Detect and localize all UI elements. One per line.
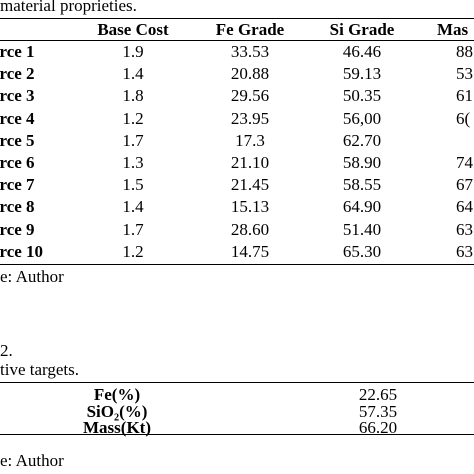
rule xyxy=(0,18,474,19)
cell: 88 xyxy=(456,42,473,61)
cell: 46.46 xyxy=(342,42,382,61)
column-header: Base Cost xyxy=(97,20,169,39)
source-note: e: Author xyxy=(0,451,64,470)
cell: 57.35 xyxy=(358,401,398,421)
cell: 29.56 xyxy=(230,86,270,106)
cell: 58.90 xyxy=(342,153,382,172)
cell: 1.2 xyxy=(122,241,144,261)
caption-number: 2. xyxy=(0,341,13,360)
source-note: e: Author xyxy=(0,267,64,286)
rule xyxy=(0,382,474,383)
cell: 1.4 xyxy=(122,197,144,217)
cell: 21.10 xyxy=(230,153,270,172)
cell: 1.7 xyxy=(122,130,144,150)
row-label: urce 5 xyxy=(0,130,35,150)
row-label: urce 3 xyxy=(0,86,35,106)
cell: 1.5 xyxy=(122,175,144,195)
cell: 53 xyxy=(456,64,473,84)
rule xyxy=(0,40,474,41)
row-label: SiO₂(%) xyxy=(86,401,148,421)
row-label: urce 4 xyxy=(0,108,35,128)
cell: 1.7 xyxy=(122,219,144,239)
cell: 23.95 xyxy=(230,108,270,128)
cell: 59.13 xyxy=(342,64,382,84)
column-header: Mas xyxy=(437,20,469,39)
cell: 74 xyxy=(456,153,473,172)
cell: 63 xyxy=(456,219,473,239)
cell: 1.9 xyxy=(122,42,144,61)
cell: 1.2 xyxy=(122,108,144,128)
cell: 61 xyxy=(456,86,473,106)
cell: 14.75 xyxy=(230,241,270,261)
cell: 22.65 xyxy=(358,385,398,404)
row-label: urce 10 xyxy=(0,241,44,261)
cell: 17.3 xyxy=(235,130,265,150)
cell: 56,00 xyxy=(342,108,382,128)
cell: 63 xyxy=(456,241,473,261)
cell: 21.45 xyxy=(230,175,270,195)
row-label: urce 8 xyxy=(0,197,35,217)
cell: 50.35 xyxy=(342,86,382,106)
row-label: urce 1 xyxy=(0,42,35,61)
caption: tive targets. xyxy=(0,360,79,379)
cell: 51.40 xyxy=(342,219,382,239)
cell: 64.90 xyxy=(342,197,382,217)
cell: 67 xyxy=(456,175,473,195)
cell: 33.53 xyxy=(230,42,270,61)
cell: 20.88 xyxy=(230,64,270,84)
cell: 15.13 xyxy=(230,197,270,217)
cell: 1.4 xyxy=(122,64,144,84)
cell: 64 xyxy=(456,197,473,217)
rule xyxy=(0,434,474,435)
rule xyxy=(0,264,474,265)
row-label: urce 7 xyxy=(0,175,35,195)
cell: 62.70 xyxy=(342,130,382,150)
column-header: Fe Grade xyxy=(215,20,285,39)
caption: material proprieties. xyxy=(0,0,137,15)
cell: 1.3 xyxy=(122,153,144,172)
column-header: Si Grade xyxy=(329,20,395,39)
row-label: urce 6 xyxy=(0,153,35,172)
cell: 1.8 xyxy=(122,86,144,106)
row-label: Fe(%) xyxy=(93,385,141,404)
cell: 28.60 xyxy=(230,219,270,239)
row-label: urce 9 xyxy=(0,219,35,239)
row-label: Mass(Kt) xyxy=(83,418,151,437)
cell: 6( xyxy=(456,108,471,128)
row-label: urce 2 xyxy=(0,64,35,84)
cell: 58.55 xyxy=(342,175,382,195)
cell: 65.30 xyxy=(342,241,382,261)
cell: 66.20 xyxy=(358,418,398,437)
